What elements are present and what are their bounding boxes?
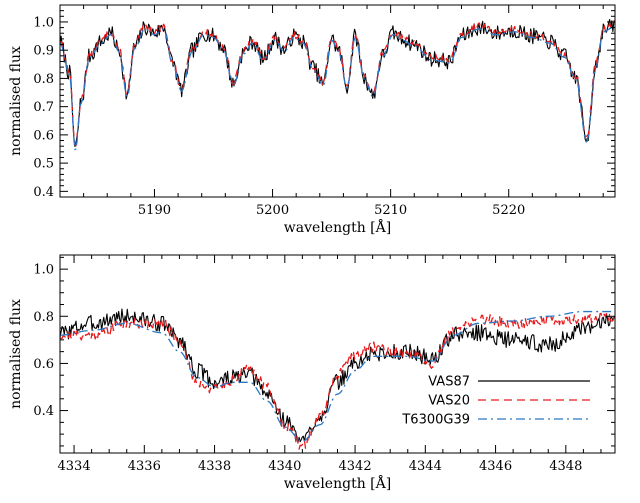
lower-panel: 4334 4336 4338 4340 4342 4344 4346 4348 0.4 0.6 0.… bbox=[8, 254, 616, 492]
y-axis-title: normalised flux bbox=[8, 46, 24, 156]
x-tick-label: 5220 bbox=[492, 203, 525, 218]
x-tick-label: 4340 bbox=[268, 459, 301, 474]
x-tick-label: 4348 bbox=[549, 459, 582, 474]
x-tick-label: 4338 bbox=[198, 459, 231, 474]
y-tick-label: 0.8 bbox=[33, 72, 54, 87]
y-tick-label: 0.6 bbox=[33, 357, 54, 372]
y-tick-label: 0.5 bbox=[33, 157, 54, 172]
x-tick-label: 5190 bbox=[138, 203, 171, 218]
y-tick-label: 0.7 bbox=[33, 100, 54, 115]
x-axis-title: wavelength [Å] bbox=[284, 218, 391, 236]
x-tick-label: 5210 bbox=[374, 203, 407, 218]
y-tick-label: 1.0 bbox=[33, 263, 54, 278]
x-tick-label: 4342 bbox=[339, 459, 372, 474]
y-axis-title: normalised flux bbox=[8, 299, 24, 409]
y-tick-label: 0.6 bbox=[33, 128, 54, 143]
y-tick-label: 0.4 bbox=[33, 185, 54, 200]
series-line-vas87 bbox=[60, 19, 615, 147]
x-tick-label: 5200 bbox=[256, 203, 289, 218]
legend-label-t6300g39: T6300G39 bbox=[401, 413, 470, 428]
y-tick-label: 0.4 bbox=[33, 404, 54, 419]
x-tick-label: 4344 bbox=[409, 459, 442, 474]
y-tick-label: 0.8 bbox=[33, 310, 54, 325]
upper-panel: 5190 5200 5210 5220 0.4 0.5 0.6 0.7 0.8 0.9 1.0 wav… bbox=[8, 4, 616, 236]
series-line-t6300g39 bbox=[60, 25, 615, 151]
y-tick-label: 1.0 bbox=[33, 15, 54, 30]
x-tick-label: 4346 bbox=[479, 459, 512, 474]
x-tick-label: 4336 bbox=[128, 459, 161, 474]
series-line-t6300g39 bbox=[60, 310, 615, 442]
y-tick-label: 0.9 bbox=[33, 44, 54, 59]
series-lines bbox=[60, 308, 615, 450]
x-tick-label: 4334 bbox=[58, 459, 91, 474]
plot-frame bbox=[59, 254, 616, 454]
series-line-vas20 bbox=[60, 19, 615, 147]
legend-label-vas20: VAS20 bbox=[428, 394, 470, 409]
series-line-vas20 bbox=[60, 312, 615, 450]
x-axis-title: wavelength [Å] bbox=[284, 474, 391, 492]
series-lines bbox=[60, 19, 615, 151]
legend: VAS87 VAS20 T6300G39 bbox=[401, 375, 590, 428]
legend-label-vas87: VAS87 bbox=[428, 375, 470, 390]
